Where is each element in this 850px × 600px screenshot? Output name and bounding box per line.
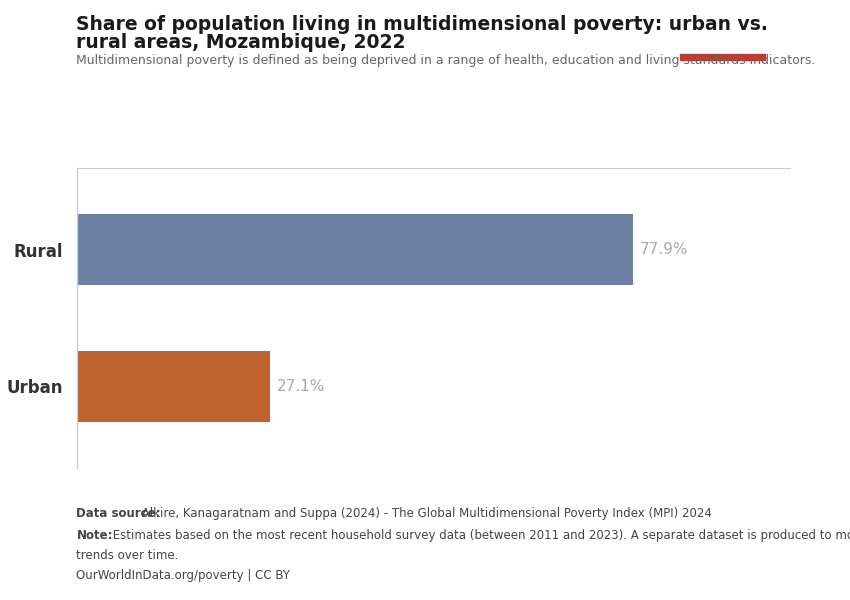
Text: Alkire, Kanagaratnam and Suppa (2024) - The Global Multidimensional Poverty Inde: Alkire, Kanagaratnam and Suppa (2024) - … (138, 507, 711, 520)
Bar (76, 351, 270, 422)
Text: in Data: in Data (701, 36, 744, 46)
Text: Estimates based on the most recent household survey data (between 2011 and 2023): Estimates based on the most recent house… (109, 529, 850, 542)
Bar (76, 214, 632, 285)
Text: Note:: Note: (76, 529, 113, 542)
Text: Multidimensional poverty is defined as being deprived in a range of health, educ: Multidimensional poverty is defined as b… (76, 54, 816, 67)
Text: OurWorldInData.org/poverty | CC BY: OurWorldInData.org/poverty | CC BY (76, 569, 291, 582)
Text: rural areas, Mozambique, 2022: rural areas, Mozambique, 2022 (76, 33, 406, 52)
Text: 27.1%: 27.1% (277, 379, 326, 394)
Bar (680, 54, 765, 60)
Text: trends over time.: trends over time. (76, 549, 178, 562)
Text: 77.9%: 77.9% (640, 242, 688, 257)
Text: Data source:: Data source: (76, 507, 161, 520)
Text: Our World: Our World (693, 22, 752, 32)
Text: Share of population living in multidimensional poverty: urban vs.: Share of population living in multidimen… (76, 15, 768, 34)
